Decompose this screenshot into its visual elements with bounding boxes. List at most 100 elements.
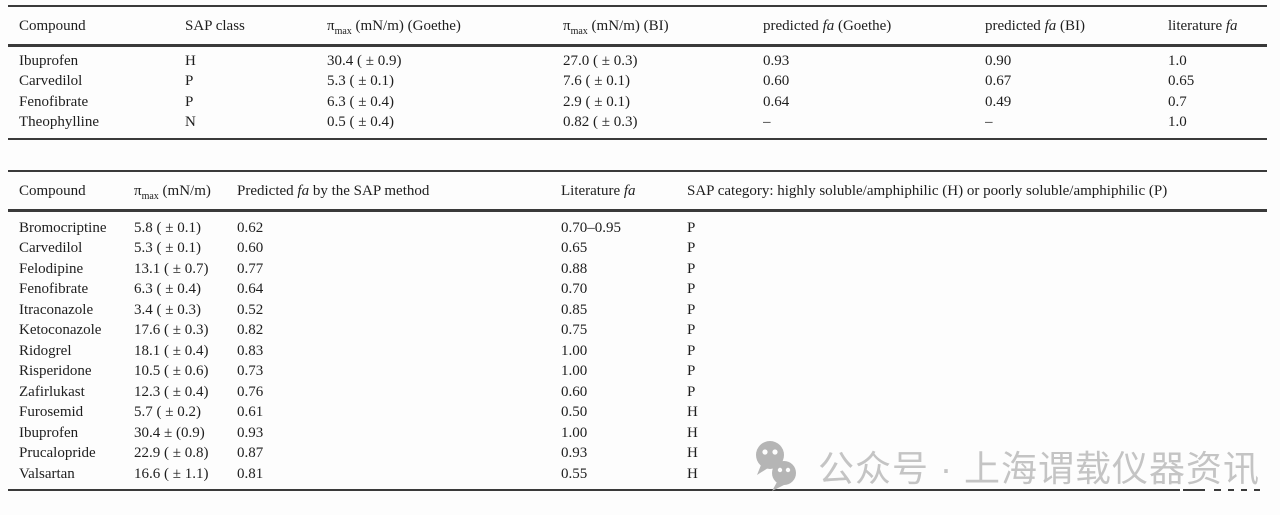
table-cell: 0.87 (237, 445, 264, 461)
table-cell: 1.00 (561, 424, 588, 441)
table-cell: 0.64 (237, 281, 264, 297)
table-cell: P (687, 219, 696, 236)
table-cell: Ibuprofen (19, 424, 79, 441)
table-cell: Furosemid (19, 404, 84, 420)
table-cell: Felodipine (19, 260, 84, 277)
table-row: Risperidone 10.5 ( ± 0.6) 0.73 1.00 P (19, 361, 1267, 382)
table-cell: 2.9 ( ± 0.1) (563, 93, 630, 110)
table-cell: 0.73 (237, 363, 264, 379)
table-row: Ketoconazole 17.6 ( ± 0.3) 0.82 0.75 P (19, 320, 1267, 341)
table-cell: 0.85 (561, 301, 588, 318)
table-cell: 6.3 ( ± 0.4) (327, 93, 394, 110)
column-header: πmax (mN/m) (BI) (563, 18, 669, 37)
table-cell: 1.00 (561, 342, 588, 359)
table-cell: Prucalopride (19, 445, 96, 461)
table-cell: 16.6 ( ± 1.1) (134, 465, 209, 482)
table-cell: 18.1 ( ± 0.4) (134, 342, 209, 359)
column-header: Literature fa (561, 183, 636, 199)
table-cell: 7.6 ( ± 0.1) (563, 73, 630, 89)
table-cell: Fenofibrate (19, 93, 89, 110)
table-cell: 5.3 ( ± 0.1) (134, 240, 201, 256)
column-header: SAP category: highly soluble/amphiphilic… (687, 183, 1168, 199)
table-cell: 0.93 (237, 424, 264, 441)
table-cell: 0.64 (763, 93, 790, 110)
table-cell: 0.52 (237, 301, 264, 318)
table-row: Felodipine 13.1 ( ± 0.7) 0.77 0.88 P (19, 259, 1267, 280)
wechat-icon (756, 441, 796, 491)
table-cell: 13.1 ( ± 0.7) (134, 260, 209, 277)
table-row: Ibuprofen H 30.4 ( ± 0.9) 27.0 ( ± 0.3) 0.93… (19, 51, 1267, 72)
table-cell: Zafirlukast (19, 383, 85, 400)
table-cell: 0.60 (561, 383, 588, 400)
table-header-rule (8, 43, 1267, 47)
table-cell: H (687, 465, 698, 482)
table-row: Itraconazole 3.4 ( ± 0.3) 0.52 0.85 P (19, 300, 1267, 321)
table-cell: 5.7 ( ± 0.2) (134, 404, 201, 420)
table-cell: P (185, 73, 194, 89)
table-cell: P (687, 383, 696, 400)
column-header: literature fa (1168, 18, 1238, 34)
table-cell: 0.61 (237, 404, 264, 420)
table-header-row: Compound SAP class πmax (mN/m) (Goethe) πma… (8, 7, 1267, 44)
watermark-text: 公众号 · 上海谓载仪器资讯 (818, 448, 1260, 489)
table-cell: P (687, 281, 696, 297)
table-cell: Theophylline (19, 114, 99, 130)
column-header: Compound (19, 183, 86, 199)
table-cell: 0.50 (561, 404, 588, 420)
table-cell: Ketoconazole (19, 322, 102, 338)
table-cell: 0.82 (237, 322, 264, 338)
table-cell: H (687, 404, 698, 420)
table-cell: H (687, 445, 698, 461)
table-cell: 12.3 ( ± 0.4) (134, 383, 209, 400)
table-cell: 0.83 (237, 342, 264, 359)
table-cell: Risperidone (19, 363, 92, 379)
table-row: Ibuprofen 30.4 ± (0.9) 0.93 1.00 H (19, 423, 1267, 444)
table-cell: 0.93 (561, 445, 588, 461)
column-header: πmax (mN/m) (134, 183, 211, 202)
table-cell: 1.0 (1168, 52, 1187, 69)
table-cell: 0.65 (561, 240, 588, 256)
table-row: Valsartan 16.6 ( ± 1.1) 0.81 0.55 H (19, 464, 1267, 485)
table-goethe-bi-comparison: Compound SAP class πmax (mN/m) (Goethe) πma… (8, 5, 1267, 140)
table-row: Fenofibrate 6.3 ( ± 0.4) 0.64 0.70 P (19, 279, 1267, 300)
table-cell: Bromocriptine (19, 219, 107, 236)
table-cell: P (185, 93, 194, 110)
column-header: SAP class (185, 18, 245, 34)
table-row: Theophylline N 0.5 ( ± 0.4) 0.82 ( ± 0.3) – –… (19, 112, 1267, 133)
table-cell: P (687, 301, 696, 318)
table-row: Carvedilol P 5.3 ( ± 0.1) 7.6 ( ± 0.1) 0.60 0… (19, 71, 1267, 92)
table-cell: 0.62 (237, 219, 264, 236)
table-cell: – (763, 114, 771, 130)
table-cell: 0.81 (237, 465, 264, 482)
table-cell: P (687, 240, 696, 256)
table-cell: 5.3 ( ± 0.1) (327, 73, 394, 89)
column-header: πmax (mN/m) (Goethe) (327, 18, 461, 37)
table-cell: Ibuprofen (19, 52, 79, 69)
table-bottom-rule (8, 137, 1267, 140)
table-cell: Itraconazole (19, 301, 94, 318)
table-row: Carvedilol 5.3 ( ± 0.1) 0.60 0.65 P (19, 238, 1267, 259)
table-cell: 0.65 (1168, 73, 1195, 89)
table-cell: 0.70 (561, 281, 588, 297)
table-cell: H (687, 424, 698, 441)
table-cell: P (687, 363, 696, 379)
table-cell: 3.4 ( ± 0.3) (134, 301, 201, 318)
table-row: Ridogrel 18.1 ( ± 0.4) 0.83 1.00 P (19, 341, 1267, 362)
table-cell: 17.6 ( ± 0.3) (134, 322, 209, 338)
table-cell: 0.82 ( ± 0.3) (563, 114, 638, 130)
column-header: Predicted fa by the SAP method (237, 183, 430, 199)
table-header-rule (8, 208, 1267, 212)
table-cell: 0.55 (561, 465, 588, 482)
table-cell: 0.77 (237, 260, 264, 277)
table-cell: 10.5 ( ± 0.6) (134, 363, 209, 379)
table-cell: 0.5 ( ± 0.4) (327, 114, 394, 130)
table-cell: 0.93 (763, 52, 790, 69)
table-row: Prucalopride 22.9 ( ± 0.8) 0.87 0.93 H (19, 443, 1267, 464)
table-body: Ibuprofen H 30.4 ( ± 0.9) 27.0 ( ± 0.3) 0.93… (8, 47, 1267, 138)
table-cell: 0.75 (561, 322, 588, 338)
table-cell: 22.9 ( ± 0.8) (134, 445, 209, 461)
table-cell: 0.88 (561, 260, 588, 277)
watermark: 公众号 · 上海谓载仪器资讯 (748, 438, 1260, 494)
table-cell: 0.49 (985, 93, 1012, 110)
table-cell: 1.00 (561, 363, 588, 379)
